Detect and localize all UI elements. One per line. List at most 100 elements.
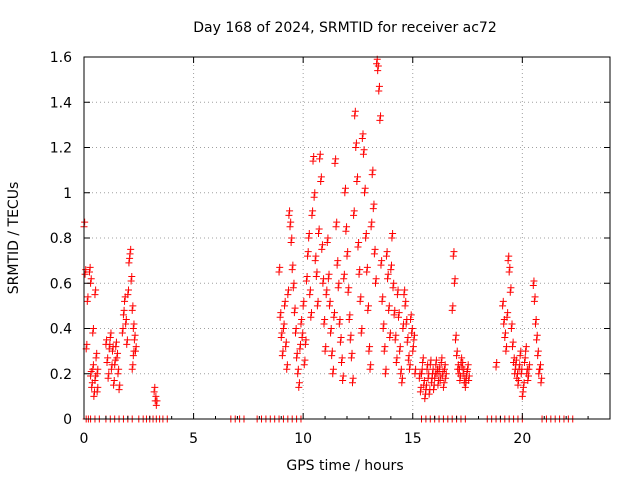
data-point bbox=[379, 293, 387, 301]
data-point bbox=[113, 354, 121, 362]
data-point bbox=[501, 334, 509, 342]
data-point bbox=[361, 184, 369, 192]
data-point bbox=[81, 218, 89, 226]
data-point bbox=[115, 365, 123, 373]
data-point bbox=[349, 374, 357, 382]
data-point bbox=[300, 361, 308, 369]
data-point bbox=[275, 268, 283, 276]
data-point bbox=[536, 365, 544, 373]
data-point bbox=[311, 257, 319, 265]
data-point bbox=[119, 311, 127, 319]
data-point bbox=[123, 340, 131, 348]
data-point bbox=[284, 291, 292, 299]
data-point bbox=[390, 279, 398, 287]
data-point bbox=[103, 358, 111, 366]
data-point bbox=[322, 291, 330, 299]
data-point bbox=[350, 211, 358, 219]
data-point bbox=[493, 358, 501, 366]
data-point bbox=[441, 361, 449, 369]
data-point bbox=[386, 329, 394, 337]
data-point bbox=[415, 374, 423, 382]
data-point bbox=[91, 377, 99, 385]
data-point bbox=[409, 343, 417, 351]
data-point bbox=[350, 207, 358, 215]
data-point bbox=[531, 293, 539, 301]
data-point bbox=[128, 365, 136, 373]
data-point bbox=[509, 338, 517, 346]
data-point bbox=[359, 130, 367, 138]
data-point bbox=[325, 302, 333, 310]
data-point bbox=[456, 377, 464, 385]
data-point bbox=[107, 365, 115, 373]
data-point bbox=[519, 383, 527, 391]
data-point bbox=[387, 266, 395, 274]
data-point bbox=[418, 370, 426, 378]
data-point bbox=[518, 392, 526, 400]
data-point bbox=[348, 349, 356, 357]
data-point bbox=[537, 361, 545, 369]
data-point bbox=[108, 347, 116, 355]
data-point bbox=[357, 329, 365, 337]
data-point bbox=[506, 263, 514, 271]
data-point bbox=[338, 354, 346, 362]
data-point bbox=[93, 370, 101, 378]
data-point bbox=[524, 377, 532, 385]
data-point bbox=[291, 304, 299, 312]
data-point bbox=[382, 252, 390, 260]
data-point bbox=[324, 234, 332, 242]
data-point bbox=[534, 347, 542, 355]
data-point bbox=[93, 388, 101, 396]
data-point bbox=[432, 356, 440, 364]
data-point bbox=[354, 173, 362, 181]
data-point bbox=[503, 343, 511, 351]
data-point bbox=[356, 297, 364, 305]
data-point bbox=[504, 257, 512, 265]
data-point bbox=[346, 336, 354, 344]
data-point bbox=[313, 268, 321, 276]
data-point bbox=[322, 343, 330, 351]
data-point bbox=[82, 266, 90, 274]
data-point bbox=[318, 245, 326, 253]
data-point bbox=[397, 370, 405, 378]
data-point bbox=[296, 345, 304, 353]
data-point bbox=[385, 302, 393, 310]
data-point bbox=[405, 352, 413, 360]
data-point bbox=[282, 338, 290, 346]
data-point bbox=[395, 313, 403, 321]
data-point bbox=[120, 306, 128, 314]
data-point bbox=[321, 347, 329, 355]
data-point bbox=[398, 379, 406, 387]
data-point bbox=[348, 379, 356, 387]
data-point bbox=[398, 374, 406, 382]
data-point bbox=[345, 315, 353, 323]
data-point bbox=[357, 293, 365, 301]
data-point bbox=[118, 329, 126, 337]
data-point bbox=[346, 311, 354, 319]
data-point bbox=[379, 325, 387, 332]
data-point bbox=[293, 354, 301, 362]
data-point bbox=[362, 229, 370, 237]
data-point bbox=[384, 275, 392, 283]
data-point bbox=[394, 286, 402, 294]
data-point bbox=[365, 347, 373, 355]
data-point bbox=[382, 365, 390, 373]
data-point bbox=[306, 291, 314, 299]
y-tick-label: 0.2 bbox=[50, 367, 72, 383]
data-point bbox=[85, 268, 93, 276]
data-point bbox=[321, 315, 329, 323]
data-point bbox=[83, 340, 91, 348]
data-point bbox=[500, 320, 508, 328]
data-point bbox=[130, 336, 138, 344]
data-point bbox=[303, 272, 311, 280]
data-point bbox=[278, 329, 286, 337]
data-point bbox=[464, 361, 472, 369]
data-point bbox=[451, 275, 459, 283]
data-point bbox=[401, 286, 409, 294]
data-point bbox=[403, 338, 411, 346]
data-point bbox=[301, 356, 309, 364]
x-tick-label: 20 bbox=[513, 431, 531, 447]
data-point bbox=[87, 275, 95, 283]
axis-ticks: 0 5 10 15 20 0 0.2 0.4 0.6 0.8 1 1.2 1.4 1.6 bbox=[50, 50, 610, 447]
data-point bbox=[112, 338, 120, 346]
data-point bbox=[132, 343, 140, 351]
